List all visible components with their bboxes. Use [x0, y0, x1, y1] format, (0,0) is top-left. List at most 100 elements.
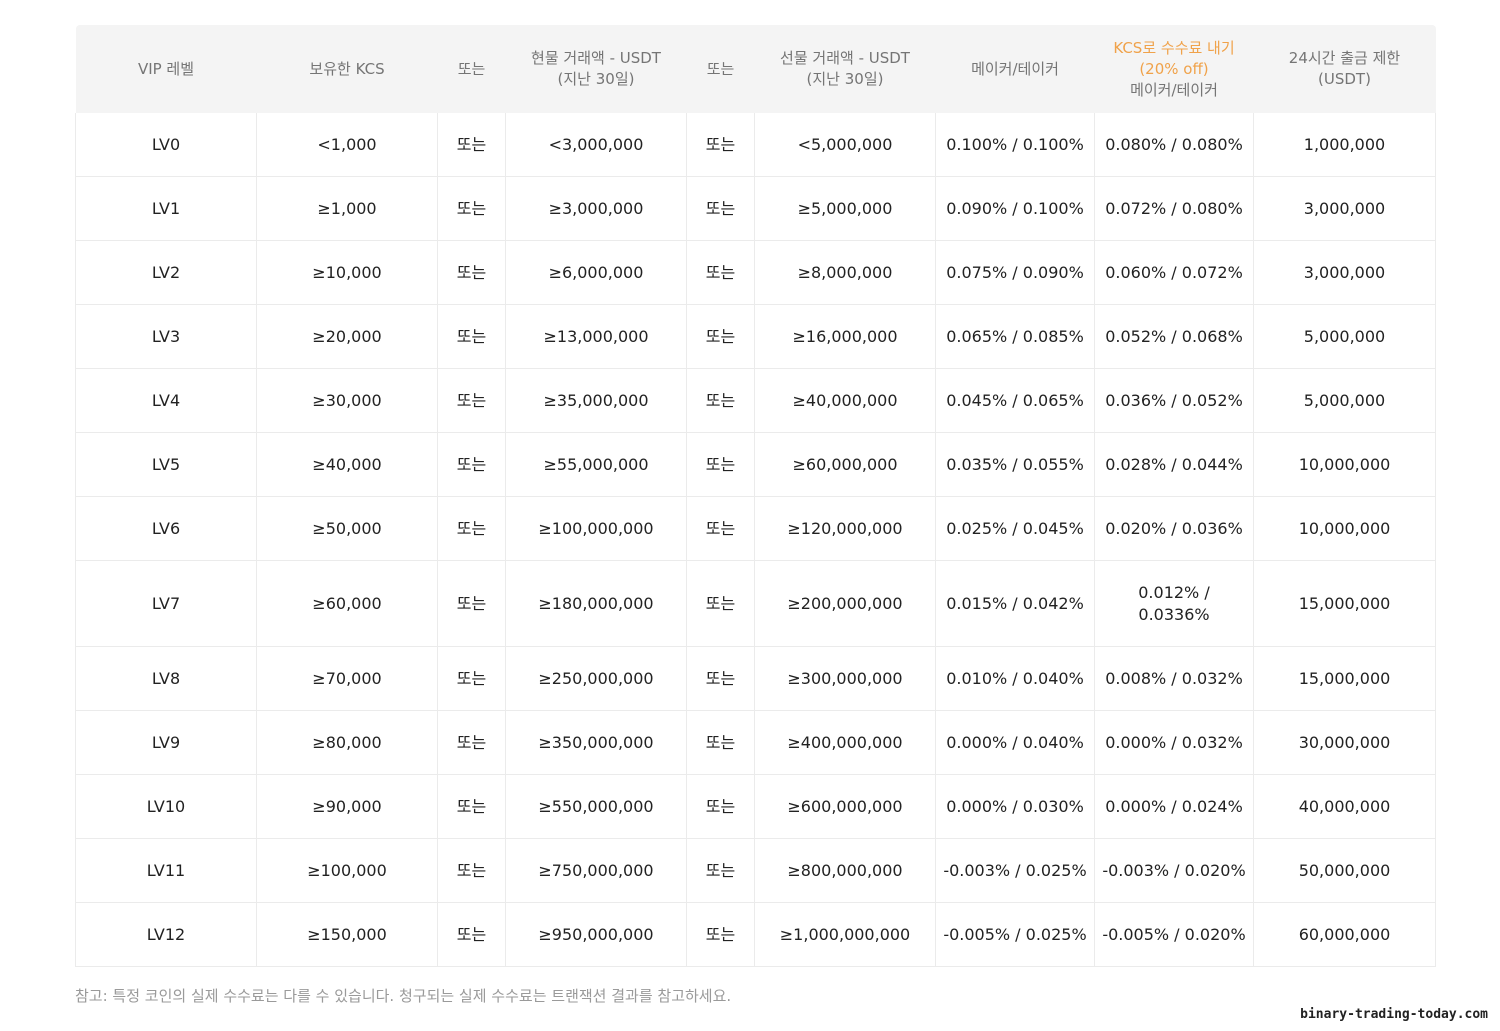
cell-spot-volume: ≥750,000,000 [505, 838, 687, 903]
cell-or: 또는 [686, 368, 755, 433]
cell-kcs-maker-taker: 0.008% / 0.032% [1094, 646, 1254, 711]
cell-spot-volume: ≥100,000,000 [505, 496, 687, 561]
cell-or: 또는 [437, 304, 506, 369]
header-kcs-discount-label: KCS로 수수료 내기(20% off) [1113, 38, 1235, 78]
cell-or: 또는 [686, 240, 755, 305]
cell-or: 또는 [437, 560, 506, 647]
cell-or: 또는 [686, 304, 755, 369]
cell-futures-volume: ≥600,000,000 [754, 774, 936, 839]
table-row: LV1 ≥1,000 또는 ≥3,000,000 또는 ≥5,000,000 0.090% … [75, 176, 1436, 241]
table-row: LV8 ≥70,000 또는 ≥250,000,000 또는 ≥300,000,000 0.… [75, 646, 1436, 711]
cell-maker-taker: 0.000% / 0.040% [935, 710, 1095, 775]
cell-kcs-holding: ≥60,000 [256, 560, 438, 647]
cell-spot-volume: ≥350,000,000 [505, 710, 687, 775]
cell-spot-volume: ≥55,000,000 [505, 432, 687, 497]
cell-or: 또는 [686, 774, 755, 839]
cell-futures-volume: ≥60,000,000 [754, 432, 936, 497]
header-or-2: 또는 [686, 25, 755, 113]
cell-kcs-holding: ≥40,000 [256, 432, 438, 497]
cell-withdrawal-limit: 50,000,000 [1253, 838, 1436, 903]
cell-spot-volume: ≥250,000,000 [505, 646, 687, 711]
cell-withdrawal-limit: 3,000,000 [1253, 240, 1436, 305]
cell-vip-level: LV11 [75, 838, 257, 903]
header-vip-level: VIP 레벨 [75, 25, 257, 113]
cell-futures-volume: ≥40,000,000 [754, 368, 936, 433]
cell-spot-volume: <3,000,000 [505, 113, 687, 177]
cell-vip-level: LV9 [75, 710, 257, 775]
cell-maker-taker: 0.090% / 0.100% [935, 176, 1095, 241]
header-row: VIP 레벨 보유한 KCS 또는 현물 거래액 - USDT (지난 30일) … [75, 25, 1436, 113]
cell-kcs-holding: ≥150,000 [256, 902, 438, 967]
cell-kcs-maker-taker: 0.000% / 0.024% [1094, 774, 1254, 839]
cell-withdrawal-limit: 60,000,000 [1253, 902, 1436, 967]
cell-kcs-maker-taker: 0.028% / 0.044% [1094, 432, 1254, 497]
table-row: LV7 ≥60,000 또는 ≥180,000,000 또는 ≥200,000,000 0.… [75, 560, 1436, 647]
cell-vip-level: LV1 [75, 176, 257, 241]
cell-maker-taker: 0.065% / 0.085% [935, 304, 1095, 369]
cell-withdrawal-limit: 1,000,000 [1253, 113, 1436, 177]
cell-kcs-holding: ≥80,000 [256, 710, 438, 775]
cell-maker-taker: 0.010% / 0.040% [935, 646, 1095, 711]
header-maker-taker: 메이커/테이커 [935, 25, 1095, 113]
table-row: LV5 ≥40,000 또는 ≥55,000,000 또는 ≥60,000,000 0.03… [75, 432, 1436, 497]
cell-kcs-holding: ≥70,000 [256, 646, 438, 711]
cell-or: 또는 [437, 176, 506, 241]
cell-or: 또는 [686, 710, 755, 775]
cell-futures-volume: ≥400,000,000 [754, 710, 936, 775]
cell-futures-volume: ≥300,000,000 [754, 646, 936, 711]
cell-or: 또는 [686, 432, 755, 497]
cell-maker-taker: -0.003% / 0.025% [935, 838, 1095, 903]
table-row: LV0 <1,000 또는 <3,000,000 또는 <5,000,000 0.100% … [75, 113, 1436, 177]
cell-spot-volume: ≥6,000,000 [505, 240, 687, 305]
cell-or: 또는 [686, 496, 755, 561]
cell-kcs-holding: <1,000 [256, 113, 438, 177]
header-withdrawal-limit: 24시간 출금 제한 (USDT) [1253, 25, 1436, 113]
cell-vip-level: LV6 [75, 496, 257, 561]
vip-fee-table: VIP 레벨 보유한 KCS 또는 현물 거래액 - USDT (지난 30일) … [75, 25, 1436, 967]
table-row: LV4 ≥30,000 또는 ≥35,000,000 또는 ≥40,000,000 0.04… [75, 368, 1436, 433]
cell-or: 또는 [686, 902, 755, 967]
cell-kcs-holding: ≥50,000 [256, 496, 438, 561]
cell-maker-taker: 0.035% / 0.055% [935, 432, 1095, 497]
cell-vip-level: LV2 [75, 240, 257, 305]
cell-maker-taker: 0.025% / 0.045% [935, 496, 1095, 561]
cell-futures-volume: ≥120,000,000 [754, 496, 936, 561]
cell-or: 또는 [686, 838, 755, 903]
header-futures-volume: 선물 거래액 - USDT (지난 30일) [754, 25, 936, 113]
cell-futures-volume: ≥8,000,000 [754, 240, 936, 305]
cell-spot-volume: ≥3,000,000 [505, 176, 687, 241]
header-kcs-fee-maker-taker: KCS로 수수료 내기(20% off) 메이커/테이커 [1094, 25, 1254, 113]
cell-withdrawal-limit: 10,000,000 [1253, 496, 1436, 561]
cell-futures-volume: ≥1,000,000,000 [754, 902, 936, 967]
cell-or: 또는 [437, 432, 506, 497]
cell-or: 또는 [686, 113, 755, 177]
cell-kcs-maker-taker: 0.036% / 0.052% [1094, 368, 1254, 433]
cell-or: 또는 [437, 368, 506, 433]
cell-futures-volume: ≥800,000,000 [754, 838, 936, 903]
cell-kcs-maker-taker: 0.052% / 0.068% [1094, 304, 1254, 369]
table-row: LV10 ≥90,000 또는 ≥550,000,000 또는 ≥600,000,000 0… [75, 774, 1436, 839]
cell-kcs-holding: ≥20,000 [256, 304, 438, 369]
cell-spot-volume: ≥180,000,000 [505, 560, 687, 647]
cell-kcs-maker-taker: 0.000% / 0.032% [1094, 710, 1254, 775]
cell-or: 또는 [686, 560, 755, 647]
cell-maker-taker: 0.000% / 0.030% [935, 774, 1095, 839]
cell-or: 또는 [686, 176, 755, 241]
cell-or: 또는 [437, 240, 506, 305]
cell-maker-taker: -0.005% / 0.025% [935, 902, 1095, 967]
cell-kcs-holding: ≥30,000 [256, 368, 438, 433]
cell-or: 또는 [437, 496, 506, 561]
cell-withdrawal-limit: 5,000,000 [1253, 304, 1436, 369]
cell-vip-level: LV3 [75, 304, 257, 369]
cell-or: 또는 [437, 838, 506, 903]
cell-or: 또는 [437, 774, 506, 839]
cell-kcs-holding: ≥1,000 [256, 176, 438, 241]
cell-vip-level: LV5 [75, 432, 257, 497]
cell-or: 또는 [437, 710, 506, 775]
cell-kcs-maker-taker: 0.060% / 0.072% [1094, 240, 1254, 305]
cell-kcs-maker-taker: 0.080% / 0.080% [1094, 113, 1254, 177]
cell-maker-taker: 0.100% / 0.100% [935, 113, 1095, 177]
cell-kcs-maker-taker: 0.072% / 0.080% [1094, 176, 1254, 241]
cell-or: 또는 [437, 902, 506, 967]
table-row: LV2 ≥10,000 또는 ≥6,000,000 또는 ≥8,000,000 0.075%… [75, 240, 1436, 305]
